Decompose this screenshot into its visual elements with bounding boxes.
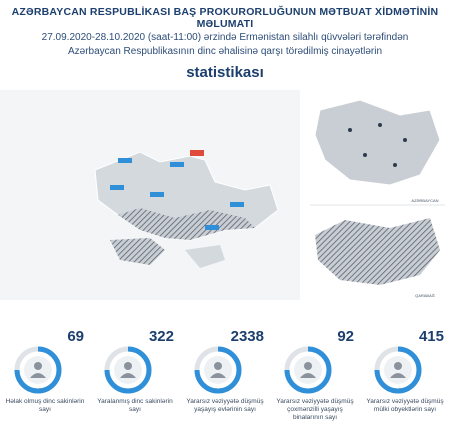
- stat-label: Yararsız vəziyyətə düşmüş yaşayış evləri…: [186, 398, 264, 413]
- stat-item: 92 Yararsız vəziyyətə düşmüş çoxmənzilli …: [270, 326, 360, 428]
- region: [185, 245, 225, 268]
- stat-number: 322: [148, 328, 174, 345]
- emphasis: statistikası: [186, 64, 264, 81]
- occupied-area: [118, 208, 255, 240]
- stat-number: 415: [418, 328, 444, 345]
- maps: AZƏRBAYCAN QARABAĞ: [0, 90, 445, 300]
- subtitle: 27.09.2020-28.10.2020 (saat-11:00) ərzin…: [41, 32, 409, 43]
- stat-item: 69 Həlak olmuş dinc sakinlərin sayı: [0, 326, 90, 428]
- ring: [104, 346, 152, 394]
- ring: [374, 346, 422, 394]
- stat-item: 415 Yararsız vəziyyətə düşmüş mülki obyek…: [360, 326, 450, 428]
- marker: [190, 150, 204, 156]
- stat-item: 2338 Yararsız vəziyyətə düşmüş yaşayış ev…: [180, 326, 270, 428]
- map-tags: [110, 158, 244, 230]
- stat-label: Yararsız vəziyyətə düşmüş mülki obyektlə…: [366, 398, 444, 413]
- stat-label: Yaralanmış dinc sakinlərin sayı: [97, 398, 173, 413]
- map-label: AZƏRBAYCAN: [411, 198, 438, 203]
- ring: [14, 346, 62, 394]
- ring: [194, 346, 242, 394]
- karabakh-map: [315, 218, 440, 285]
- stat-number: 69: [67, 328, 84, 345]
- stat-label: Yararsız vəziyyətə düşmüş çoxmənzilli ya…: [276, 398, 354, 421]
- map-label: QARABAĞ: [415, 293, 435, 298]
- stat-item: 322 Yaralanmış dinc sakinlərin sayı: [90, 326, 180, 428]
- ring: [284, 346, 332, 394]
- title: AZƏRBAYCAN RESPUBLİKASI BAŞ PROKURORLUĞU…: [11, 6, 439, 30]
- azerbaijan-map: [314, 99, 441, 186]
- stat-number: 92: [337, 328, 354, 345]
- subtitle: Azərbaycan Respublikasının dinc əhalisin…: [67, 46, 383, 57]
- stat-label: Həlak olmuş dinc sakinlərin sayı: [5, 398, 85, 413]
- stat-number: 2338: [230, 328, 264, 345]
- occupied-area: [110, 238, 165, 265]
